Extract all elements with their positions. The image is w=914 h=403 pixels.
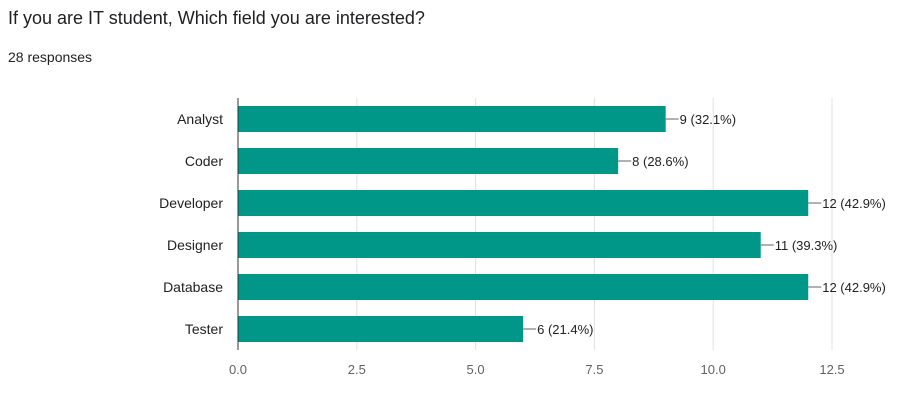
bar-analyst[interactable] xyxy=(238,106,666,132)
tick-labels: 0.0 2.5 5.0 7.5 10.0 12.5 xyxy=(229,362,845,377)
x-tick-label: 2.5 xyxy=(348,362,366,377)
bar-designer[interactable] xyxy=(238,232,761,258)
category-label: Tester xyxy=(185,321,223,337)
response-count: 28 responses xyxy=(8,49,93,65)
question-title: If you are IT student, Which field you a… xyxy=(8,8,425,28)
bar-tester[interactable] xyxy=(238,316,524,342)
x-tick-label: 7.5 xyxy=(585,362,603,377)
data-label: 11 (39.3%) xyxy=(775,238,838,253)
category-label: Analyst xyxy=(177,111,223,127)
data-label: 12 (42.9%) xyxy=(822,280,886,295)
data-label: 8 (28.6%) xyxy=(632,154,688,169)
data-label: 9 (32.1%) xyxy=(680,112,736,127)
x-tick-label: 10.0 xyxy=(701,362,726,377)
bar-developer[interactable] xyxy=(238,190,809,216)
x-tick-label: 5.0 xyxy=(467,362,485,377)
category-label: Designer xyxy=(167,237,223,253)
label-leaders xyxy=(523,118,822,330)
bars xyxy=(238,106,809,342)
bar-database[interactable] xyxy=(238,274,809,300)
data-label: 6 (21.4%) xyxy=(537,322,593,337)
category-label: Coder xyxy=(185,153,223,169)
category-label: Developer xyxy=(159,195,223,211)
x-tick-label: 0.0 xyxy=(229,362,247,377)
data-label: 12 (42.9%) xyxy=(822,196,886,211)
category-label: Database xyxy=(163,279,223,295)
data-labels: 9 (32.1%) 8 (28.6%) 12 (42.9%) 11 (39.3%) 12… xyxy=(537,112,886,337)
x-tick-label: 12.5 xyxy=(819,362,844,377)
category-labels: Analyst Coder Developer Designer Database Tes… xyxy=(159,111,223,337)
grid-lines xyxy=(237,98,833,350)
bar-coder[interactable] xyxy=(238,148,619,174)
